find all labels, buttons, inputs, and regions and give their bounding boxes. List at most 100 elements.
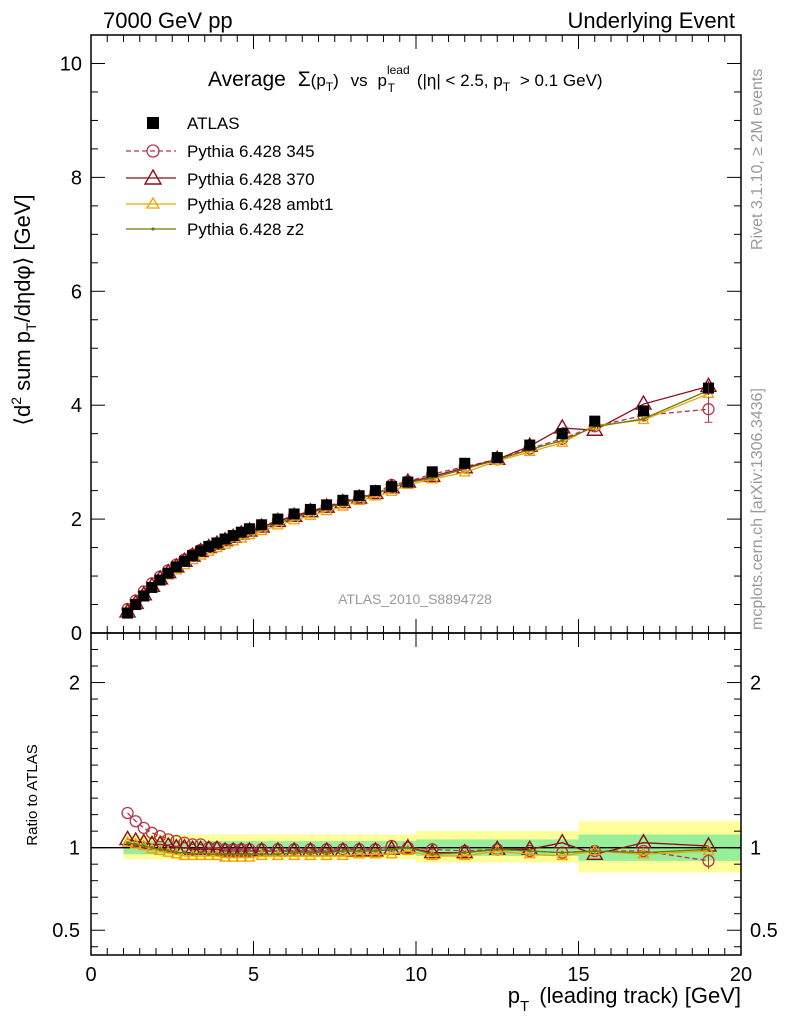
main-point-atlas — [170, 561, 182, 573]
main-point-atlas — [459, 457, 471, 469]
main-point-atlas — [187, 550, 199, 562]
main-point-atlas — [353, 490, 365, 502]
main-point-atlas — [146, 581, 158, 593]
main-point-atlas — [288, 508, 300, 520]
legend-label-atlas: ATLAS — [187, 114, 240, 133]
main-point-atlas — [195, 545, 207, 557]
ratio-point-pythia-6-428-345 — [153, 829, 167, 843]
main-panel: 0 2 4 6 8 10 Average Σ(pT) vs plead T (|η| < 2… — [1, 34, 742, 645]
main-point-atlas — [321, 499, 333, 511]
y-tick-label-right: 2 — [750, 673, 761, 695]
main-point-atlas — [491, 452, 503, 464]
ratio-point-pythia-6-428-345 — [145, 826, 159, 839]
ratio-point-pythia-6-428-z2 — [706, 847, 711, 851]
ratio-point-pythia-6-428-ambt1 — [336, 849, 349, 861]
legend-marker-370 — [143, 168, 163, 185]
y-tick-label: 2 — [69, 673, 80, 695]
main-point-atlas — [337, 494, 349, 506]
main-point-atlas — [138, 590, 150, 602]
ratio-point-pythia-6-428-ambt1 — [369, 847, 382, 859]
ratio-point-pythia-6-428-370 — [240, 841, 259, 857]
ratio-series-pythia-6-428-z2 — [125, 841, 711, 856]
main-point-atlas — [256, 519, 268, 531]
ratio-point-pythia-6-428-z2 — [150, 846, 154, 850]
ratio-xlabel: pT (leading track) [GeV] — [508, 983, 741, 1016]
main-point-atlas — [272, 513, 284, 525]
main-point-atlas — [386, 481, 398, 493]
ratio-point-pythia-6-428-z2 — [593, 849, 597, 853]
ratio-point-pythia-6-428-370 — [118, 830, 137, 846]
ratio-point-pythia-6-428-345 — [162, 833, 175, 846]
legend-label-345: Pythia 6.428 345 — [187, 142, 315, 161]
ratio-point-pythia-6-428-z2 — [406, 846, 410, 850]
ratio-point-pythia-6-428-ambt1 — [255, 849, 268, 861]
main-point-atlas — [638, 405, 649, 417]
ratio-point-pythia-6-428-370 — [456, 843, 474, 859]
ratio-point-pythia-6-428-345 — [170, 834, 183, 848]
main-point-atlas — [122, 607, 134, 619]
main-point-atlas — [304, 503, 316, 515]
legend: ATLAS Pythia 6.428 345 Pythia 6.428 370 … — [126, 114, 333, 239]
y-tick-label-right: 1 — [750, 838, 761, 860]
ratio-point-pythia-6-428-ambt1 — [202, 849, 215, 861]
ratio-point-pythia-6-428-z2 — [325, 851, 329, 855]
ratio-point-pythia-6-428-z2 — [174, 851, 178, 855]
y-tick-label-right: 0.5 — [750, 920, 778, 942]
ratio-point-pythia-6-428-ambt1 — [637, 847, 650, 859]
main-point-atlas — [162, 567, 174, 579]
main-point-atlas — [524, 439, 536, 451]
ratio-panel: 0 5 10 15 20 0.5 0.5 1 1 2 2 Ratio to ATLAS pT (le… — [24, 632, 778, 1016]
ratio-point-pythia-6-428-z2 — [260, 852, 264, 856]
header-right: Underlying Event — [567, 8, 735, 33]
main-series-atlas — [122, 382, 714, 619]
ratio-point-pythia-6-428-ambt1 — [121, 835, 134, 847]
ratio-point-pythia-6-428-ambt1 — [186, 849, 199, 861]
y-tick-label: 0.5 — [52, 920, 80, 942]
legend-label-z2: Pythia 6.428 z2 — [187, 220, 304, 239]
main-point-pythia-6-428-z2 — [641, 417, 646, 421]
main-title: Average Σ(pT) vs plead T (|η| < 2.5, pT >… — [208, 63, 603, 97]
x-tick-label: 20 — [730, 964, 752, 986]
main-point-pythia-6-428-z2 — [560, 438, 564, 443]
legend-item-345: Pythia 6.428 345 — [126, 142, 315, 161]
ratio-point-pythia-6-428-ambt1 — [235, 850, 248, 862]
ratio-point-pythia-6-428-z2 — [528, 849, 532, 853]
y-tick-label: 1 — [69, 838, 80, 860]
ratio-point-pythia-6-428-ambt1 — [320, 849, 333, 861]
x-tick-label: 0 — [85, 964, 96, 986]
ratio-point-pythia-6-428-370 — [399, 838, 417, 854]
ratio-point-pythia-6-428-ambt1 — [353, 847, 366, 859]
ratio-point-pythia-6-428-ambt1 — [210, 849, 224, 861]
ratio-point-pythia-6-428-345 — [129, 815, 142, 828]
ratio-point-pythia-6-428-z2 — [641, 851, 646, 855]
ratio-point-pythia-6-428-z2 — [190, 852, 195, 856]
ratio-point-pythia-6-428-z2 — [292, 851, 296, 855]
main-ylabel: ⟨d2 sum pT/dηdφ⟩ [GeV] — [1, 194, 39, 425]
ratio-point-pythia-6-428-z2 — [390, 847, 394, 851]
main-point-atlas — [203, 540, 215, 552]
legend-item-atlas: ATLAS — [147, 114, 240, 133]
main-point-atlas — [227, 530, 239, 542]
main-point-atlas — [219, 533, 231, 545]
ratio-point-pythia-6-428-ambt1 — [178, 849, 191, 861]
ratio-point-pythia-6-428-ambt1 — [401, 844, 414, 856]
ratio-point-pythia-6-428-z2 — [182, 851, 187, 855]
main-point-atlas — [235, 526, 247, 538]
y-tick-label: 4 — [71, 395, 82, 417]
ratio-point-pythia-6-428-z2 — [560, 851, 564, 855]
mcplots-label: mcplots.cern.ch [arXiv:1306.3436] — [749, 388, 766, 630]
ratio-point-pythia-6-428-ambt1 — [426, 849, 439, 861]
watermark: ATLAS_2010_S8894728 — [338, 591, 492, 607]
ratio-point-pythia-6-428-z2 — [158, 847, 162, 851]
y-tick-label: 8 — [71, 167, 82, 189]
ratio-point-pythia-6-428-z2 — [463, 851, 467, 855]
ratio-line-pythia-6-428-345 — [127, 812, 709, 862]
legend-marker-345 — [146, 144, 160, 158]
ratio-point-pythia-6-428-z2 — [125, 841, 130, 845]
ratio-point-pythia-6-428-z2 — [223, 852, 227, 856]
main-point-atlas — [211, 537, 223, 549]
ratio-point-pythia-6-428-370 — [126, 831, 145, 847]
ratio-point-pythia-6-428-370 — [553, 833, 571, 849]
main-point-atlas — [178, 555, 190, 567]
